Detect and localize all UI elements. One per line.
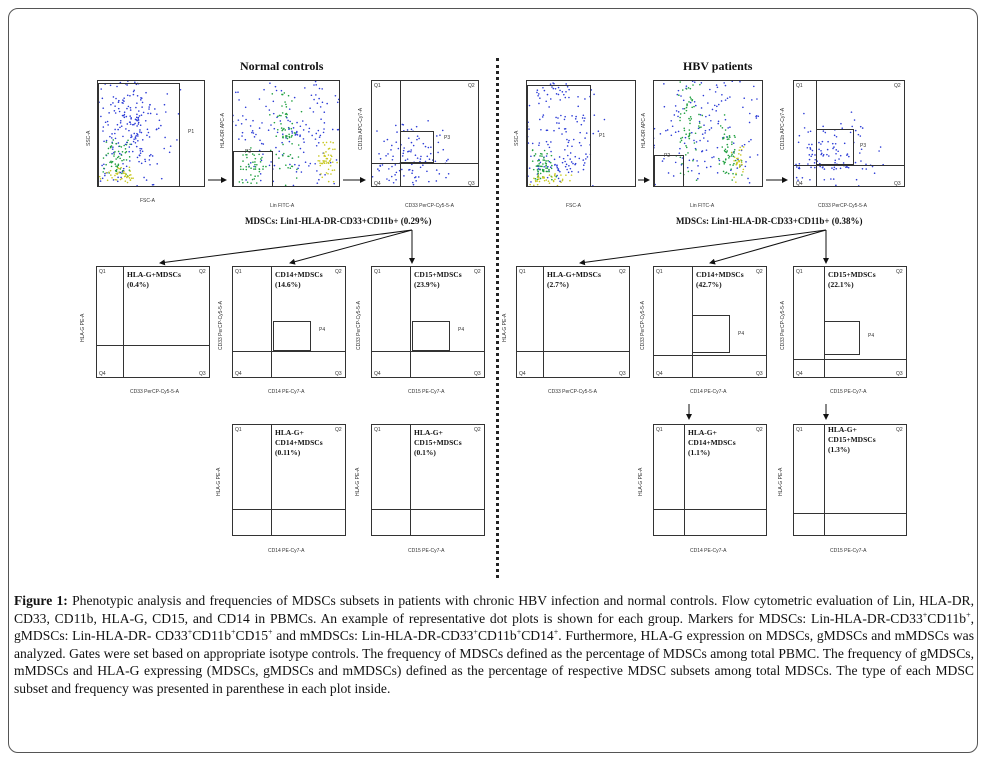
x-axis-label: CD33 PerCP-Cy5-5-A bbox=[130, 389, 179, 395]
subset-label: CD14+MDSCs bbox=[275, 438, 323, 448]
cd15-mdsc-plot-hbv: Q1 Q2 Q3 Q4 P4 CD15+MDSCs (22.1%) bbox=[793, 266, 907, 378]
gate-p4 bbox=[692, 315, 730, 353]
normal-gate-title: MDSCs: Lin1-HLA-DR-CD33+CD11b+ (0.29%) bbox=[245, 216, 432, 226]
cell-events bbox=[372, 119, 450, 186]
x-axis-label: CD33 PerCP-Cy5-5-A bbox=[405, 203, 454, 209]
subset-frequency: (23.9%) bbox=[414, 280, 440, 290]
gate-p2 bbox=[233, 151, 273, 186]
subset-frequency: (1.1%) bbox=[688, 448, 710, 458]
x-axis-label: CD14 PE-Cy7-A bbox=[690, 548, 727, 554]
subset-frequency: (1.3%) bbox=[828, 445, 850, 455]
gate-p3 bbox=[816, 129, 854, 165]
gating-arrows bbox=[159, 177, 829, 420]
fsc-ssc-plot-normal: P1 bbox=[97, 80, 205, 187]
subset-label: CD15+MDSCs bbox=[414, 270, 462, 279]
gate-p1 bbox=[527, 85, 591, 186]
gate-p1 bbox=[98, 83, 180, 186]
group-divider bbox=[496, 58, 499, 578]
x-axis-label: CD15 PE-Cy7-A bbox=[830, 548, 867, 554]
cd33-cd11b-plot-hbv: Q1 Q2 Q3 Q4 P3 bbox=[793, 80, 905, 187]
subset-label: CD14+MDSCs bbox=[688, 438, 736, 448]
x-axis-label: CD15 PE-Cy7-A bbox=[408, 389, 445, 395]
lin-hladr-plot-hbv: P2 bbox=[653, 80, 763, 187]
cd15-mdsc-plot-normal: Q1 Q2 Q3 Q4 P4 CD15+MDSCs (23.9%) bbox=[371, 266, 485, 378]
cd33-cd11b-plot-normal: Q1 Q2 Q3 Q4 P3 bbox=[371, 80, 479, 187]
x-axis-label: CD33 PerCP-Cy5-5-A bbox=[818, 203, 867, 209]
figure-frame bbox=[8, 8, 978, 753]
subset-frequency: (0.11%) bbox=[275, 448, 301, 458]
subset-label: HLA-G+ bbox=[275, 428, 304, 437]
gate-p4 bbox=[412, 321, 450, 351]
x-axis-label: CD14 PE-Cy7-A bbox=[268, 389, 305, 395]
figure-caption: Figure 1: Phenotypic analysis and freque… bbox=[14, 593, 974, 696]
hlag-cd15-plot-normal: Q1 Q2 HLA-G+ CD15+MDSCs (0.1%) bbox=[371, 424, 485, 536]
subset-label: CD14+MDSCs bbox=[275, 270, 323, 279]
cell-events bbox=[233, 81, 339, 186]
subset-label: HLA-G+MDSCs bbox=[547, 270, 601, 279]
normal-controls-title: Normal controls bbox=[240, 59, 324, 73]
subset-label: HLA-G+ bbox=[688, 428, 717, 437]
subset-label: HLA-G+ bbox=[828, 425, 857, 434]
subset-label: CD14+MDSCs bbox=[696, 270, 744, 279]
x-axis-label: CD33 PerCP-Cy5-5-A bbox=[548, 389, 597, 395]
gate-p4 bbox=[824, 321, 860, 355]
cell-events bbox=[98, 81, 182, 186]
subset-label: CD15+MDSCs bbox=[828, 435, 876, 445]
hlag-mdsc-plot-hbv: Q1 Q2 Q3 Q4 HLA-G+MDSCs (2.7%) bbox=[516, 266, 630, 378]
gate-p4 bbox=[273, 321, 311, 351]
hbv-patients-title: HBV patients bbox=[683, 59, 753, 73]
hlag-mdsc-plot-normal: Q1 Q2 Q3 Q4 HLA-G+MDSCs (0.4%) bbox=[96, 266, 210, 378]
cell-events bbox=[795, 111, 884, 186]
subset-label: HLA-G+MDSCs bbox=[127, 270, 181, 279]
hlag-cd15-plot-hbv: Q1 Q2 HLA-G+ CD15+MDSCs (1.3%) bbox=[793, 424, 907, 536]
subset-frequency: (22.1%) bbox=[828, 280, 854, 290]
caption-label: Figure 1: bbox=[14, 593, 68, 608]
x-axis-label: CD14 PE-Cy7-A bbox=[690, 389, 727, 395]
hlag-cd14-plot-hbv: Q1 Q2 HLA-G+ CD14+MDSCs (1.1%) bbox=[653, 424, 767, 536]
x-axis-label: Lin FITC-A bbox=[690, 203, 715, 209]
gate-p2 bbox=[654, 155, 684, 186]
fsc-ssc-plot-hbv: P1 bbox=[526, 80, 636, 187]
subset-frequency: (2.7%) bbox=[547, 280, 569, 290]
subset-frequency: (0.1%) bbox=[414, 448, 436, 458]
subset-frequency: (42.7%) bbox=[696, 280, 722, 290]
x-axis-label: FSC-A bbox=[140, 198, 155, 204]
cd14-mdsc-plot-normal: Q1 Q2 Q3 Q4 P4 CD14+MDSCs (14.6%) bbox=[232, 266, 346, 378]
cd14-mdsc-plot-hbv: Q1 Q2 Q3 Q4 P4 CD14+MDSCs (42.7%) bbox=[653, 266, 767, 378]
subset-label: CD15+MDSCs bbox=[414, 438, 462, 448]
subset-label: CD15+MDSCs bbox=[828, 270, 876, 279]
subset-label: HLA-G+ bbox=[414, 428, 443, 437]
x-axis-label: FSC-A bbox=[566, 203, 581, 209]
subset-frequency: (14.6%) bbox=[275, 280, 301, 290]
x-axis-label: CD15 PE-Cy7-A bbox=[830, 389, 867, 395]
cell-events bbox=[527, 82, 606, 186]
hlag-cd14-plot-normal: Q1 Q2 HLA-G+ CD14+MDSCs (0.11%) bbox=[232, 424, 346, 536]
x-axis-label: CD15 PE-Cy7-A bbox=[408, 548, 445, 554]
lin-hladr-plot-normal: P2 bbox=[232, 80, 340, 187]
gate-p3 bbox=[400, 131, 434, 163]
hbv-gate-title: MDSCs: Lin1-HLA-DR-CD33+CD11b+ (0.38%) bbox=[676, 216, 863, 226]
cell-events bbox=[654, 81, 760, 186]
subset-frequency: (0.4%) bbox=[127, 280, 149, 290]
x-axis-label: Lin FITC-A bbox=[270, 203, 295, 209]
x-axis-label: CD14 PE-Cy7-A bbox=[268, 548, 305, 554]
